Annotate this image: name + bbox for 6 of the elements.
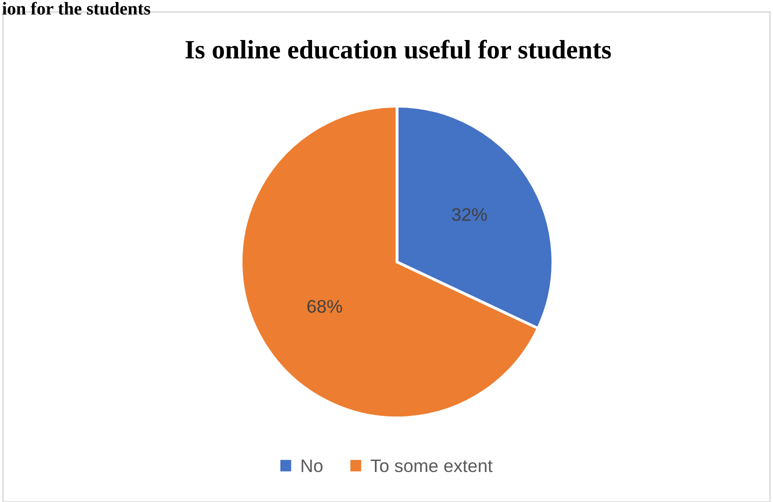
chart-title: Is online education useful for students (186, 40, 611, 59)
data-label: 32% (452, 208, 487, 221)
text: ion for the students (2, 2, 150, 15)
legend-label: To some extent (370, 460, 493, 472)
data-label: 68% (307, 300, 342, 313)
legend-label: No (302, 460, 323, 472)
